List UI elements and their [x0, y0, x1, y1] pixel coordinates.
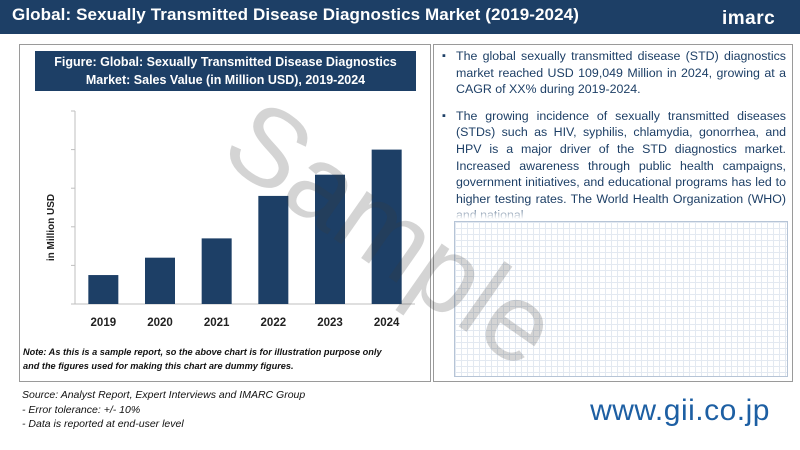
text-fade-overlay [434, 205, 792, 219]
bar-2024 [371, 149, 402, 304]
blurred-content-grid [454, 221, 788, 377]
bullet-marker-icon: ▪ [442, 50, 446, 62]
bar-2023 [315, 174, 345, 304]
imarc-logo: imarc [716, 6, 786, 30]
figure-title-line-2: Market: Sales Value (in Million USD), 20… [85, 73, 366, 87]
x-tick-label: 2023 [317, 317, 343, 329]
header-bar: Global: Sexually Transmitted Disease Dia… [0, 0, 800, 34]
bullet-item: ▪ The global sexually transmitted diseas… [442, 48, 786, 98]
x-tick-label: 2020 [147, 317, 173, 329]
x-tick-label: 2024 [374, 317, 400, 329]
footer-notes: Source: Analyst Report, Expert Interview… [22, 388, 305, 432]
source-note: Source: Analyst Report, Expert Interview… [22, 389, 306, 401]
x-tick-label: 2022 [261, 317, 287, 329]
figure-title-line-1: Figure: Global: Sexually Transmitted Dis… [54, 55, 397, 69]
error-note: - Error tolerance: +/- 10% [22, 403, 141, 416]
level-note: - Data is reported at end-user level [22, 418, 184, 430]
y-axis-label: in Million USD [46, 194, 57, 261]
website-link[interactable]: www.gii.co.jp [590, 394, 770, 427]
bar-chart: 2019 2020 2021 2022 2023 2024 in Million USD [46, 110, 415, 329]
page-title: Global: Sexually Transmitted Disease Dia… [12, 5, 579, 24]
bar-2020 [145, 257, 175, 304]
logo-text: imarc [722, 8, 776, 29]
note-line-2: and the figures used for making this cha… [23, 361, 294, 371]
bar-2019 [88, 275, 119, 304]
chart-panel: Figure: Global: Sexually Transmitted Dis… [19, 44, 431, 382]
x-tick-label: 2019 [91, 317, 117, 329]
bar-2022 [258, 195, 289, 304]
chart-note: Note: As this is a sample report, so the… [23, 345, 427, 373]
x-tick-label: 2021 [204, 317, 230, 329]
summary-panel: ▪ The global sexually transmitted diseas… [433, 44, 793, 382]
figure-title-box: Figure: Global: Sexually Transmitted Dis… [35, 51, 416, 91]
bullet-marker-icon: ▪ [442, 109, 446, 122]
bullet-text-1: The global sexually transmitted disease … [456, 49, 786, 97]
bar-2021 [201, 238, 232, 304]
note-line-1: Note: As this is a sample report, so the… [23, 347, 382, 357]
